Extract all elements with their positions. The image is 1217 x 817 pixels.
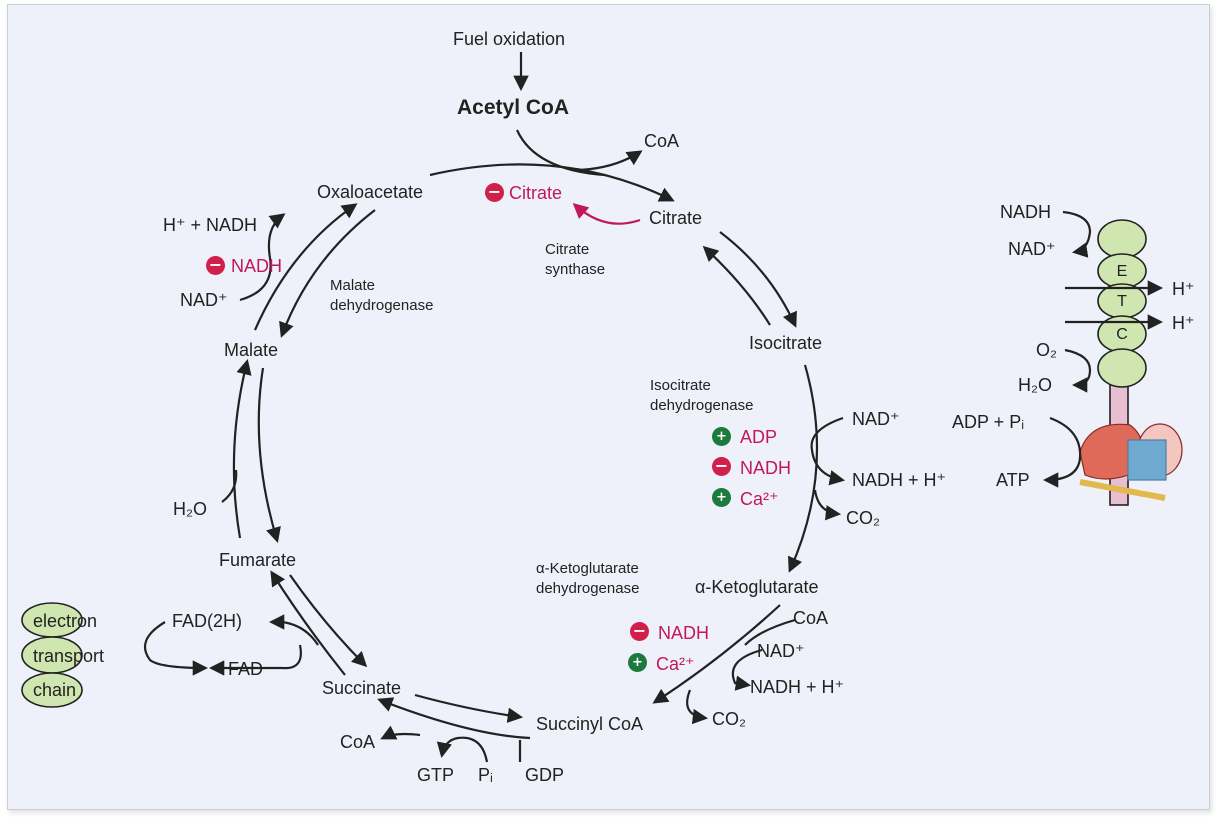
succinate-label: Succinate <box>322 678 402 698</box>
nadh-akg-inhibitor-label: NADH <box>658 623 710 643</box>
nad-malate-label: NAD⁺ <box>180 290 228 310</box>
h-nadh-label: H⁺ + NADH <box>163 215 258 235</box>
malate-nadh-arrow <box>239 213 286 302</box>
inhibitor-badge-nadh-iso: − <box>712 457 731 476</box>
fumarate-succinate-arrow <box>289 574 368 668</box>
succinate-fumarate-arrow <box>270 570 346 676</box>
gtp-coa-curve <box>380 725 421 740</box>
malate-fumarate-arrow <box>257 367 281 543</box>
citrate-feedback-arrow <box>572 202 641 225</box>
citrate-synthase-label-1: Citrate <box>545 241 590 258</box>
isocitrate-citrate-arrow <box>702 245 771 326</box>
fad-label: FAD <box>228 659 264 679</box>
ca-iso-activator-label: Ca²⁺ <box>740 489 779 509</box>
coa-bottom-label: CoA <box>340 732 376 752</box>
gdp-label: GDP <box>525 765 565 785</box>
etc-atp-arrow <box>1042 416 1082 488</box>
etc-o2-label: O₂ <box>1036 340 1057 360</box>
nadh-malate-inhibitor-label: NADH <box>231 256 283 276</box>
acetyl-entry-arrow <box>515 129 606 177</box>
akg-dh-label-2: dehydrogenase <box>536 580 640 597</box>
h2o-fumarate-label: H₂O <box>173 499 207 519</box>
inhibitor-badge-nadh-malate: − <box>206 256 225 275</box>
malate-dh-label-1: Malate <box>330 277 376 294</box>
etc-loop-arrow <box>143 621 209 676</box>
coa-top-label: CoA <box>644 131 680 151</box>
atp-synthase <box>1079 423 1183 501</box>
citrate-label: Citrate <box>649 208 703 228</box>
activator-badge-ca-akg: + <box>628 653 647 672</box>
coa-release-arrow <box>579 150 643 172</box>
succinylcoa-succinate-arrow <box>377 697 531 740</box>
fad2h-label: FAD(2H) <box>172 611 243 631</box>
nadh-h-iso-label: NADH + H⁺ <box>852 470 947 490</box>
succinate-succinylcoa-arrow <box>414 693 524 723</box>
nad-iso-label: NAD⁺ <box>852 409 900 429</box>
citrate-inhibitor-label: Citrate <box>509 183 563 203</box>
alpha-ketoglutarate-label: α-Ketoglutarate <box>695 577 819 597</box>
akg-coa-line <box>744 618 796 646</box>
etc-h-out-label-1: H⁺ <box>1172 279 1195 299</box>
citrate-synthase-label-2: synthase <box>545 261 606 278</box>
malate-dh-label-2: dehydrogenase <box>330 297 434 314</box>
isocitrate-label: Isocitrate <box>749 333 823 353</box>
activator-badge-adp: + <box>712 427 731 446</box>
left-etc-electron-label: electron <box>33 611 98 631</box>
etc-nad-label: NAD⁺ <box>1008 239 1056 259</box>
ca-akg-activator-label: Ca²⁺ <box>656 654 695 674</box>
malate-oaa-arrow <box>253 203 358 331</box>
akg-dh-label-1: α-Ketoglutarate <box>536 560 639 577</box>
inhibitor-badge-citrate: − <box>485 183 504 202</box>
nad-akg-label: NAD⁺ <box>757 641 805 661</box>
h2o-fumarate-arrow <box>221 469 238 503</box>
etc-o2-arrow <box>1064 348 1092 393</box>
gdp-gtp-curve <box>436 736 489 763</box>
etc-atp-label: ATP <box>996 470 1030 490</box>
etc-c-label: C <box>1116 326 1128 343</box>
nadh-iso-inhibitor-label: NADH <box>740 458 792 478</box>
succinyl-coa-label: Succinyl CoA <box>536 714 644 734</box>
activator-badge-ca-iso: + <box>712 488 731 507</box>
etc-e-label: E <box>1116 263 1128 280</box>
fad-reduction-arrow <box>208 644 302 676</box>
oaa-malate-arrow <box>279 209 376 338</box>
coa-akg-label: CoA <box>793 608 829 628</box>
fumarate-label: Fumarate <box>219 550 297 570</box>
fumarate-malate-arrow <box>232 359 252 539</box>
left-etc-chain-label: chain <box>33 680 77 700</box>
etc-t-label: T <box>1117 293 1127 310</box>
isocitrate-dh-label-2: dehydrogenase <box>650 397 754 414</box>
iso-nad-arrow <box>810 416 846 486</box>
gtp-label: GTP <box>417 765 455 785</box>
etc-adp-pi-label: ADP + Pᵢ <box>952 412 1025 432</box>
citrate-isocitrate-arrow <box>719 231 797 328</box>
etc-membrane <box>1097 219 1147 506</box>
isocitrate-akg-arrow <box>788 364 819 573</box>
malate-label: Malate <box>224 340 279 360</box>
co2-iso-label: CO₂ <box>846 508 880 528</box>
fuel-oxidation-label: Fuel oxidation <box>453 29 566 49</box>
akg-nad-arrow <box>731 648 763 691</box>
etc-h-out-label-2: H⁺ <box>1172 313 1195 333</box>
oxaloacetate-label: Oxaloacetate <box>317 182 424 202</box>
etc-h2o-label: H₂O <box>1018 375 1052 395</box>
akg-succinylcoa-arrow <box>652 604 781 704</box>
akg-co2-arrow <box>686 689 709 725</box>
left-etc-clouds <box>21 602 83 708</box>
pi-label: Pᵢ <box>478 765 493 785</box>
inhibitor-badge-nadh-akg: − <box>630 622 649 641</box>
adp-activator-label: ADP <box>740 427 778 447</box>
isocitrate-dh-label-1: Isocitrate <box>650 377 711 394</box>
nadh-h-akg-label: NADH + H⁺ <box>750 677 845 697</box>
oaa-citrate-arrow <box>429 163 675 202</box>
acetyl-coa-label: Acetyl CoA <box>457 96 570 119</box>
left-etc-transport-label: transport <box>33 646 105 666</box>
co2-akg-label: CO₂ <box>712 709 746 729</box>
iso-co2-arrow <box>813 489 842 521</box>
etc-nadh-label: NADH <box>1000 202 1052 222</box>
etc-nadh-arrow <box>1062 210 1092 258</box>
fad2h-return-arrow <box>268 614 319 646</box>
